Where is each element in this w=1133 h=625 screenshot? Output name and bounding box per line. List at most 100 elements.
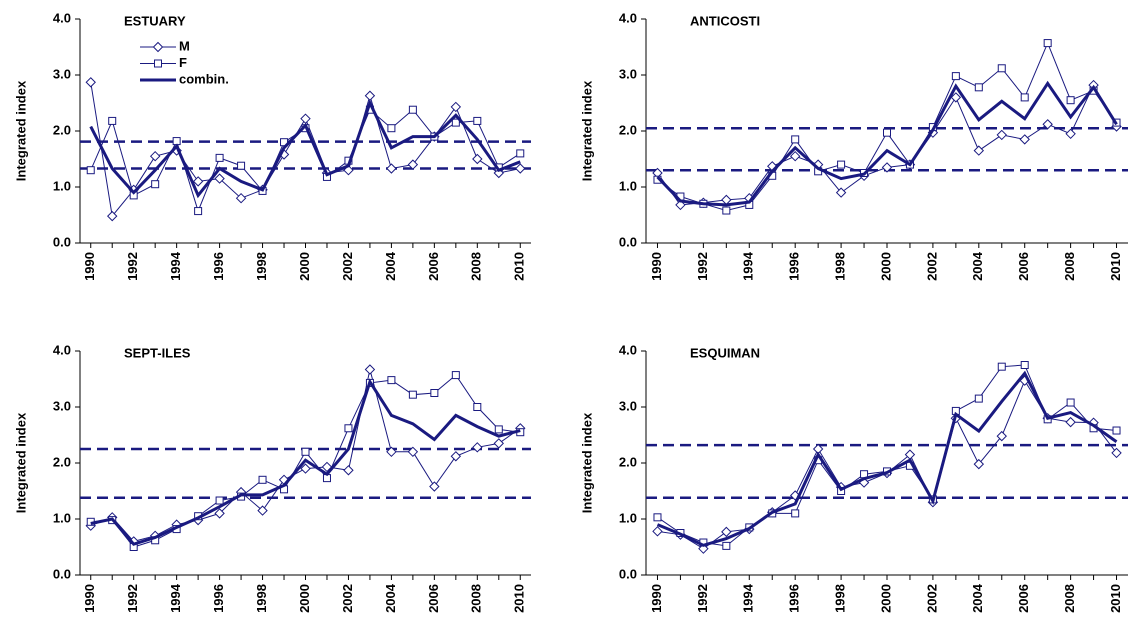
- marker-diamond: [257, 505, 268, 516]
- marker-square: [1112, 426, 1121, 435]
- marker-diamond: [721, 526, 732, 538]
- x-tick-label: 2000: [297, 584, 312, 613]
- x-tick-label: 2004: [970, 583, 985, 613]
- y-tick-label: 0.0: [53, 566, 71, 581]
- marker-diamond: [1111, 447, 1122, 459]
- x-tick-label: 2002: [340, 584, 355, 613]
- series-line: [89, 99, 521, 199]
- chart-title: ANTICOSTI: [690, 13, 760, 28]
- x-tick-label: 2010: [1108, 584, 1123, 613]
- marker-square: [1043, 39, 1052, 48]
- marker-square: [997, 64, 1006, 73]
- marker-square: [451, 118, 460, 127]
- marker-square: [237, 161, 246, 170]
- panel: ESQUIMAN Integrated index 0.0 1.0 2.0 3.0 4.0 1…: [579, 342, 1128, 613]
- marker-square: [1020, 361, 1029, 369]
- panel: SEPT-ILES Integrated index 0.0 1.0 2.0 3.0 4.0…: [13, 342, 531, 613]
- marker-diamond: [515, 163, 526, 174]
- x-tick-label: 2008: [469, 252, 484, 281]
- x-tick-label: 2000: [878, 252, 893, 281]
- marker-diamond: [472, 153, 483, 165]
- marker-square: [430, 389, 439, 397]
- marker-square: [791, 135, 800, 144]
- marker-square: [974, 83, 983, 92]
- y-tick-label: 1.0: [53, 510, 71, 525]
- marker-square: [387, 376, 396, 385]
- marker-square: [301, 447, 310, 456]
- marker-square: [951, 72, 960, 81]
- marker-square: [408, 105, 417, 114]
- x-tick-label: 2000: [878, 584, 893, 613]
- y-tick-label: 2.0: [619, 122, 637, 137]
- x-tick-label: 1992: [695, 584, 710, 613]
- marker-diamond: [364, 90, 376, 101]
- y-tick-label: 3.0: [619, 398, 637, 413]
- x-tick-label: 2006: [426, 252, 441, 281]
- marker-diamond: [300, 113, 311, 124]
- marker-diamond: [973, 145, 985, 156]
- marker-square: [837, 160, 846, 169]
- x-tick-label: 1996: [787, 252, 802, 281]
- x-tick-label: 2004: [383, 583, 398, 613]
- x-tick-label: 1990: [649, 584, 664, 613]
- x-tick-label: 1996: [787, 584, 802, 613]
- marker-diamond: [429, 481, 440, 492]
- y-axis-label: Integrated index: [579, 412, 594, 513]
- marker-diamond: [450, 101, 462, 113]
- marker-diamond: [407, 159, 419, 170]
- y-tick-label: 0.0: [53, 234, 71, 249]
- y-tick-label: 0.0: [619, 234, 637, 249]
- marker-diamond: [950, 92, 962, 103]
- marker-diamond: [364, 364, 376, 375]
- marker-diamond: [835, 187, 847, 198]
- marker-diamond: [407, 446, 419, 458]
- y-tick-label: 1.0: [53, 178, 71, 193]
- marker-square: [791, 509, 800, 518]
- marker-square: [722, 206, 731, 215]
- y-tick-label: 4.0: [53, 342, 71, 357]
- marker-diamond: [85, 77, 96, 88]
- x-tick-label: 1996: [211, 584, 226, 613]
- series-line: [657, 83, 1117, 206]
- marker-square: [1066, 96, 1075, 105]
- marker-diamond: [652, 526, 663, 537]
- marker-square: [194, 207, 203, 216]
- series-line: [656, 370, 1118, 547]
- x-tick-label: 2004: [970, 251, 985, 281]
- marker-square: [172, 137, 181, 146]
- marker-diamond: [789, 150, 801, 162]
- x-tick-label: 1992: [125, 252, 140, 281]
- marker-diamond: [343, 164, 354, 176]
- marker-diamond: [235, 192, 247, 204]
- chart-title: ESTUARY: [124, 13, 186, 28]
- chart-title: SEPT-ILES: [124, 345, 191, 360]
- y-axis-label: Integrated index: [13, 412, 28, 513]
- y-axis-label: Integrated index: [13, 80, 28, 181]
- x-tick-label: 1992: [695, 252, 710, 281]
- x-tick-label: 2008: [1062, 252, 1077, 281]
- marker-diamond: [996, 430, 1007, 442]
- marker-diamond: [343, 465, 354, 476]
- x-tick-label: 2006: [1016, 252, 1031, 281]
- marker-square: [997, 362, 1006, 371]
- x-tick-label: 1994: [168, 251, 183, 281]
- x-tick-label: 1990: [82, 584, 97, 613]
- x-tick-label: 2002: [924, 252, 939, 281]
- marker-square: [473, 116, 482, 125]
- series-line: [90, 378, 521, 546]
- marker-square: [215, 153, 224, 162]
- y-tick-label: 1.0: [619, 178, 637, 193]
- x-tick-label: 1996: [211, 252, 226, 281]
- x-tick-label: 2008: [1062, 584, 1077, 613]
- marker-diamond: [973, 458, 985, 470]
- y-tick-label: 3.0: [53, 398, 71, 413]
- marker-diamond: [450, 451, 462, 462]
- panel: ANTICOSTI Integrated index 0.0 1.0 2.0 3.0 4.0…: [579, 10, 1128, 281]
- marker-square: [151, 180, 160, 189]
- x-tick-label: 1992: [125, 584, 140, 613]
- series-line: [657, 364, 1117, 547]
- x-tick-label: 1998: [254, 252, 269, 281]
- x-tick-label: 2002: [340, 252, 355, 281]
- y-tick-label: 0.0: [619, 566, 637, 581]
- y-tick-label: 2.0: [53, 454, 71, 469]
